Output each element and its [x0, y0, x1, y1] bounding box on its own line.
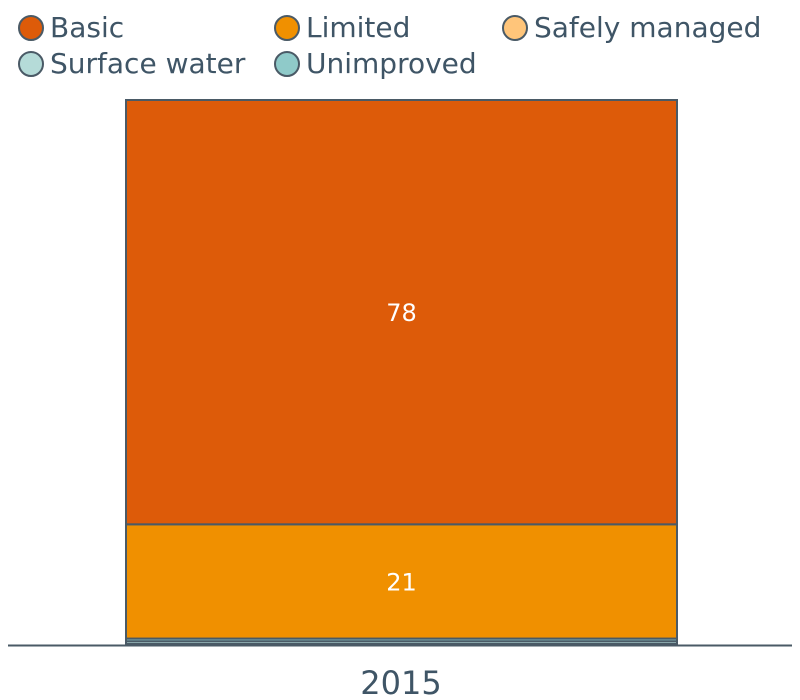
legend-label-unimproved: Unimproved [306, 47, 477, 80]
legend-swatch-basic [18, 15, 44, 41]
bar-segments: 21 78 [125, 99, 678, 646]
legend-swatch-limited [274, 15, 300, 41]
legend-label-safely-managed: Safely managed [534, 11, 762, 44]
bar-segment-basic[interactable] [125, 99, 678, 526]
legend-swatch-safely-managed [502, 15, 528, 41]
data-label-limited: 21 [386, 568, 417, 596]
legend-item-surface-water[interactable]: Surface water [18, 47, 245, 81]
legend-item-unimproved[interactable]: Unimproved [274, 47, 477, 81]
legend-swatch-surface-water [18, 51, 44, 77]
legend-label-surface-water: Surface water [50, 47, 246, 80]
legend-item-safely-managed[interactable]: Safely managed [502, 11, 761, 45]
legend-label-limited: Limited [306, 11, 411, 44]
legend-item-limited[interactable]: Limited [274, 11, 410, 45]
x-tick-label-2015: 2015 [360, 664, 441, 700]
legend-swatch-unimproved [274, 51, 300, 77]
legend: Basic Limited Safely managed Surface wat… [0, 0, 800, 90]
legend-label-basic: Basic [50, 11, 125, 44]
bar-segment-limited[interactable] [125, 523, 678, 640]
legend-item-basic[interactable]: Basic [18, 11, 124, 45]
data-label-basic: 78 [386, 299, 417, 327]
